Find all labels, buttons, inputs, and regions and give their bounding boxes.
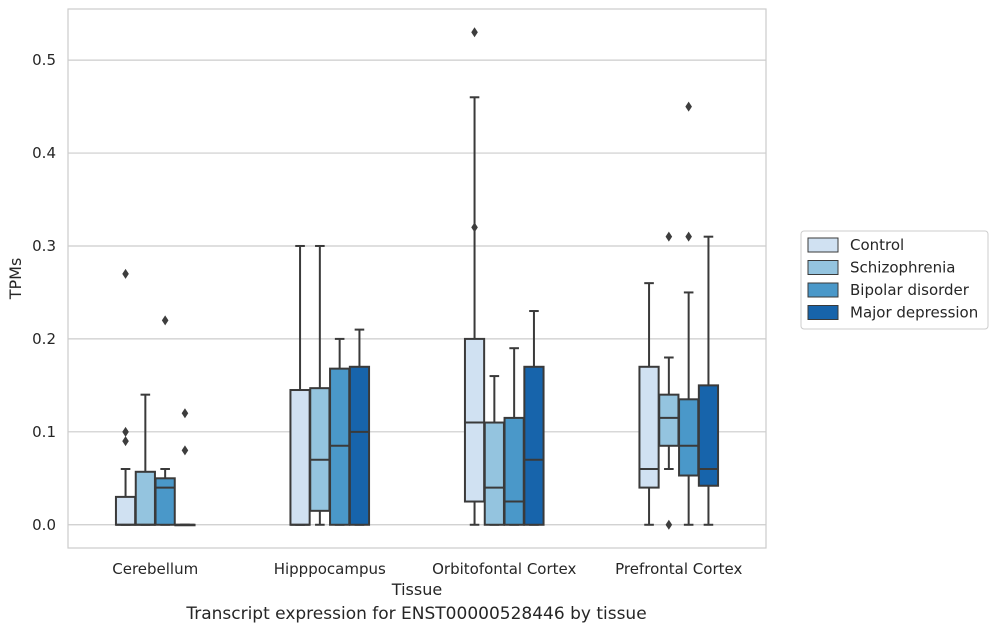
box-body — [678, 398, 700, 477]
box-major-depression — [523, 310, 545, 526]
box-body — [348, 365, 371, 526]
box-major-depression — [348, 328, 371, 526]
x-tick-label: Orbitofontal Cortex — [432, 560, 576, 578]
y-axis-label: TPMs — [6, 258, 25, 301]
box-bipolar-disorder — [678, 101, 700, 526]
outlier-point — [122, 426, 129, 437]
box-body — [503, 416, 525, 526]
y-tick-label: 0.1 — [32, 423, 56, 441]
legend-swatch — [807, 282, 839, 298]
box-major-depression — [174, 408, 196, 527]
figure-caption: Transcript expression for ENST0000052844… — [186, 604, 647, 624]
y-tick-label: 0.2 — [32, 330, 56, 348]
grid-lines — [68, 59, 766, 526]
x-tick-labels: Cerebellum Hipppocampus Orbitofontal Corte… — [112, 560, 742, 578]
y-tick-label: 0.4 — [32, 144, 56, 162]
box-schizophrenia — [658, 231, 680, 530]
legend-frame — [800, 230, 989, 330]
outlier-point — [471, 222, 478, 233]
box-schizophrenia — [483, 375, 505, 526]
legend-swatch — [807, 260, 839, 275]
box-body — [523, 365, 545, 526]
outlier-point — [122, 436, 129, 447]
box-bipolar-disorder — [154, 315, 176, 526]
box-control — [463, 27, 486, 526]
legend: Control Schizophrenia Bipolar disorder Majo… — [800, 230, 989, 330]
box-bipolar-disorder — [329, 337, 351, 526]
outlier-point — [685, 231, 692, 242]
outlier-point — [181, 445, 189, 456]
box-control — [638, 282, 660, 526]
plot-frame — [67, 8, 767, 549]
box-body — [309, 387, 331, 512]
box-body — [658, 393, 680, 447]
y-tick-label: 0.0 — [32, 516, 56, 534]
legend-label: Major depression — [850, 304, 978, 322]
outlier-point — [161, 315, 169, 326]
legend-swatch — [807, 237, 839, 253]
box-body — [114, 495, 137, 526]
box-body — [134, 470, 156, 526]
box-body — [154, 477, 176, 526]
box-bipolar-disorder — [503, 347, 525, 526]
box-control — [114, 268, 137, 526]
box-body — [483, 421, 505, 526]
y-tick-labels: 0.0 0.1 0.2 0.3 0.4 0.5 — [32, 51, 56, 534]
x-tick-label: Hipppocampus — [274, 560, 386, 578]
legend-label: Bipolar disorder — [850, 281, 970, 299]
outlier-point — [471, 27, 478, 38]
box-body — [289, 389, 311, 526]
outlier-point — [665, 519, 673, 530]
outlier-point — [122, 268, 129, 279]
outlier-point — [181, 408, 189, 419]
box-body — [697, 384, 720, 487]
box-schizophrenia — [134, 393, 156, 526]
box-series — [114, 27, 720, 530]
box-control — [289, 244, 311, 526]
outlier-point — [665, 231, 673, 242]
y-tick-label: 0.5 — [32, 51, 56, 69]
legend-label: Control — [850, 236, 904, 254]
legend-swatch — [807, 305, 839, 320]
x-tick-label: Cerebellum — [112, 560, 198, 578]
outlier-point — [685, 101, 692, 112]
box-major-depression — [697, 235, 720, 526]
box-schizophrenia — [309, 244, 331, 526]
y-tick-label: 0.3 — [32, 237, 56, 255]
box-body — [463, 337, 486, 503]
x-axis-label: Tissue — [391, 580, 442, 599]
legend-label: Schizophrenia — [850, 259, 955, 277]
x-tick-label: Prefrontal Cortex — [615, 560, 742, 578]
